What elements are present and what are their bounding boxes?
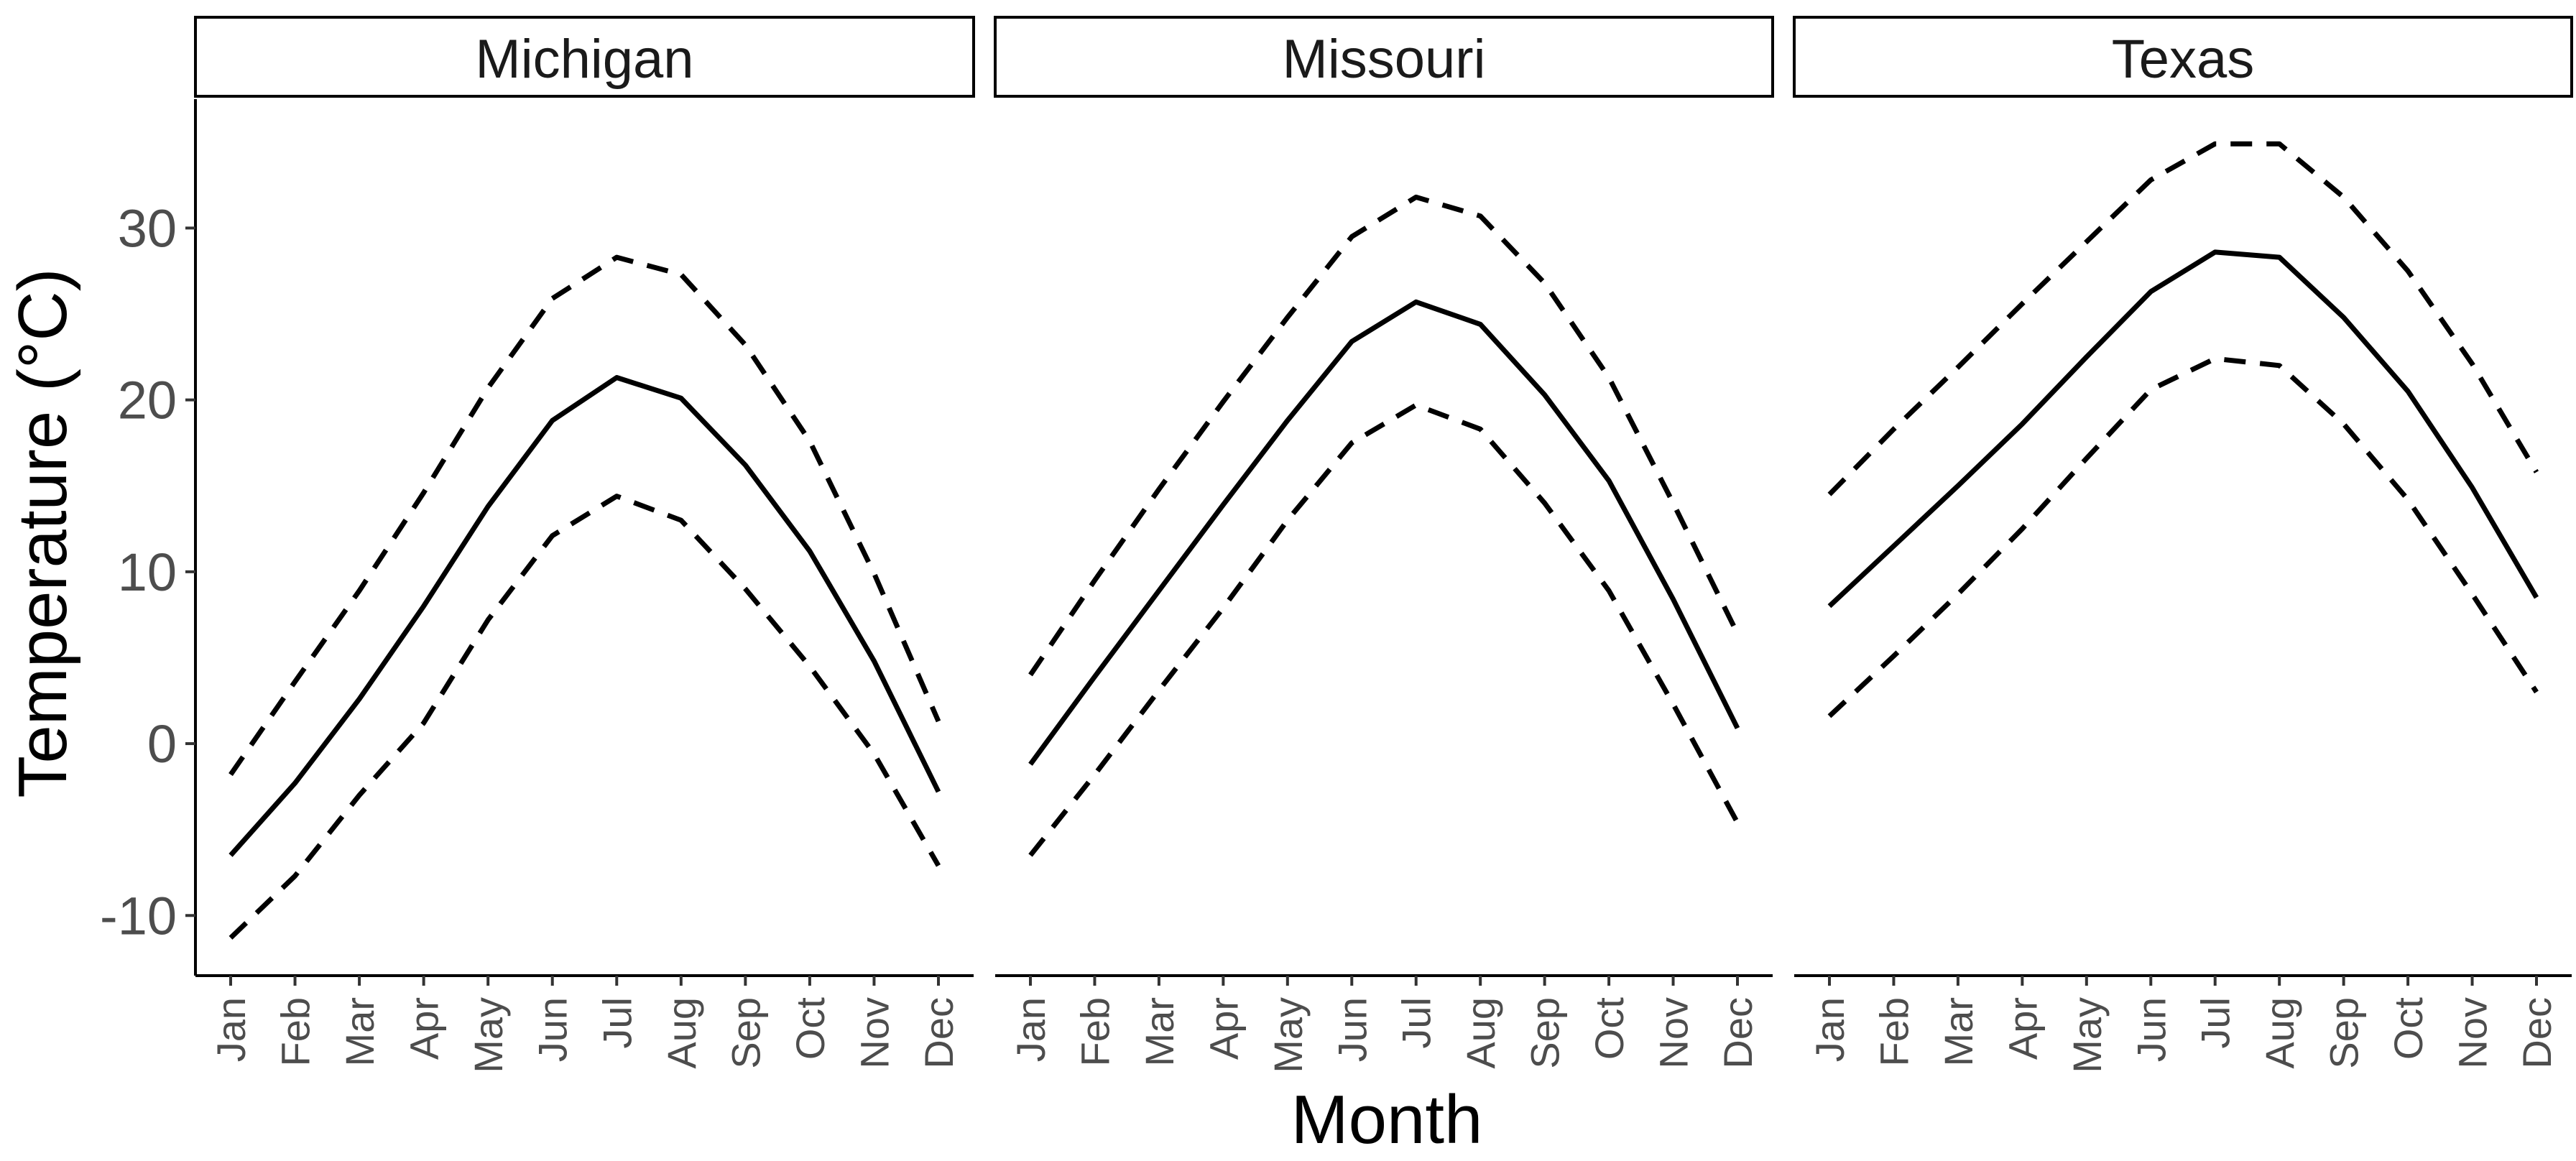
x-tick-label: Aug	[659, 997, 704, 1069]
x-tick-label: May	[1265, 997, 1311, 1073]
facet-strip	[994, 16, 1774, 98]
x-tick-label: Sep	[723, 997, 768, 1069]
x-tick-label: May	[2064, 997, 2110, 1073]
lower-bound-line	[1827, 356, 2539, 718]
x-tick-label: Jun	[1329, 997, 1375, 1062]
y-tick-label: 20	[118, 371, 177, 430]
x-tick-label: Jan	[208, 997, 254, 1062]
mean-line	[228, 375, 941, 857]
y-axis-title: Temperature (°C)	[4, 268, 81, 797]
x-tick-label: Feb	[1871, 997, 1916, 1067]
x-tick-label: Jan	[1008, 997, 1053, 1062]
x-tick-label: Mar	[1936, 997, 1981, 1066]
facet-panel: Missouri Jan Feb Mar Apr May Jun Jul Aug Sep Oct No…	[994, 16, 1774, 1073]
y-tick-label: 0	[147, 714, 177, 774]
x-tick-label: Dec	[1715, 997, 1760, 1069]
x-tick-label: Sep	[2322, 997, 2367, 1069]
x-tick-label: Sep	[1523, 997, 1568, 1069]
x-tick-label: Jun	[2128, 997, 2174, 1062]
x-tick-label: Nov	[851, 997, 897, 1069]
x-tick-label: Nov	[2450, 997, 2496, 1069]
x-tick-label: Nov	[1651, 997, 1696, 1069]
facet-panel: Michigan Jan Feb Mar Apr May Jun Jul Aug Sep Oct No…	[194, 16, 975, 1073]
mean-line	[1028, 299, 1740, 766]
y-tick-label: -10	[100, 886, 177, 945]
x-tick-label: Oct	[1587, 997, 1632, 1060]
x-tick-label: Jan	[1807, 997, 1852, 1062]
y-axis: -10 0 10 20 30	[100, 99, 197, 976]
x-tick-label: Jul	[594, 997, 640, 1049]
x-tick-label: Feb	[273, 997, 318, 1067]
x-tick-label: Aug	[2257, 997, 2302, 1069]
y-tick-label: 10	[118, 542, 177, 602]
x-tick-label: Mar	[1137, 997, 1182, 1066]
x-tick-label: Apr	[402, 997, 447, 1060]
facet-strip-label: Texas	[2112, 29, 2255, 90]
lower-bound-line	[228, 494, 941, 940]
facet-strip	[194, 16, 975, 98]
x-tick-label: Jul	[1394, 997, 1439, 1049]
y-tick-label: 30	[118, 198, 177, 258]
lower-bound-line	[1028, 402, 1740, 857]
facet-panels: Michigan Jan Feb Mar Apr May Jun Jul Aug Sep Oct No…	[194, 16, 2573, 1073]
x-tick-label: Jun	[530, 997, 576, 1062]
x-tick-label: Apr	[2000, 997, 2045, 1060]
upper-bound-line	[228, 254, 941, 777]
x-tick-label: Dec	[2514, 997, 2559, 1069]
x-tick-label: Oct	[2386, 997, 2431, 1060]
x-tick-label: May	[466, 997, 511, 1073]
facet-strip	[1793, 16, 2573, 98]
x-axis-title: Month	[1291, 1081, 1483, 1157]
upper-bound-line	[1827, 141, 2539, 496]
x-tick-label: Jul	[2193, 997, 2238, 1049]
facet-strip-label: Missouri	[1283, 29, 1486, 90]
x-tick-label: Oct	[788, 997, 833, 1060]
x-tick-label: Feb	[1072, 997, 1117, 1067]
facet-strip-label: Michigan	[475, 29, 693, 90]
facet-panel: Texas Jan Feb Mar Apr May Jun Jul Aug Sep Oct Nov De…	[1793, 16, 2573, 1073]
x-tick-label: Apr	[1201, 997, 1246, 1060]
x-tick-label: Mar	[337, 997, 382, 1066]
x-tick-label: Dec	[916, 997, 961, 1069]
upper-bound-line	[1028, 194, 1740, 677]
mean-line	[1827, 249, 2539, 609]
x-tick-label: Aug	[1458, 997, 1503, 1069]
